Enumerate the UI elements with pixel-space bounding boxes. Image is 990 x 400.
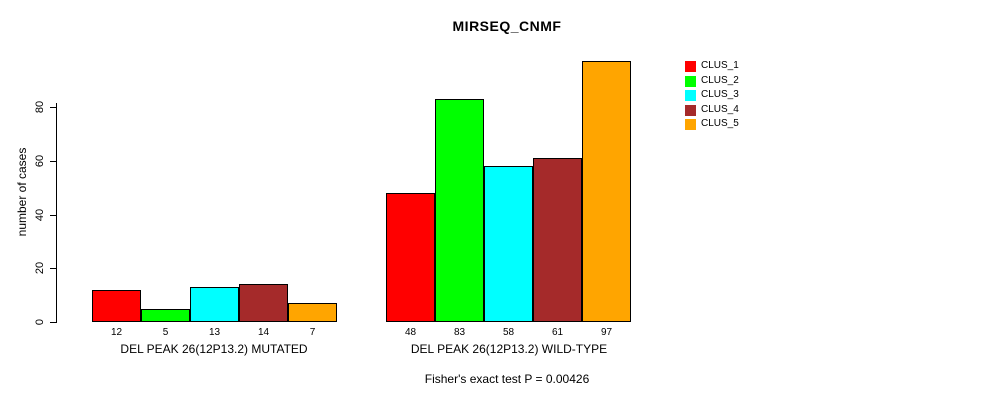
bar-value-clus-1-group1: 12 (110, 327, 123, 338)
legend-label-clus-2: CLUS_2 (701, 74, 739, 86)
y-tick-40 (50, 215, 56, 216)
bar-value-clus-4-group2: 61 (551, 327, 564, 338)
bar-value-clus-3-group2: 58 (502, 327, 515, 338)
bar-value-clus-2-group1: 5 (162, 327, 169, 338)
group-label-mutated: DEL PEAK 26(12P13.2) MUTATED (120, 342, 308, 356)
y-tick-label-60: 60 (34, 154, 46, 168)
bar-clus-1-group2 (386, 193, 435, 322)
bar-clus-5-group2 (582, 61, 631, 322)
y-tick-label-20: 20 (34, 261, 46, 275)
legend-swatch-clus-2 (685, 75, 696, 87)
bar-value-clus-1-group2: 48 (404, 327, 417, 338)
bar-clus-2-group1 (141, 309, 190, 322)
legend-swatch-clus-3 (685, 90, 696, 101)
y-tick-80 (50, 107, 56, 108)
bar-value-clus-5-group1: 7 (309, 327, 316, 338)
y-tick-0 (50, 322, 56, 323)
legend-swatch-clus-1 (685, 61, 696, 72)
group-label-wild-type: DEL PEAK 26(12P13.2) WILD-TYPE (410, 342, 608, 356)
bar-value-clus-4-group1: 14 (257, 327, 270, 338)
bar-clus-2-group2 (435, 99, 484, 322)
bar-clus-3-group1 (190, 287, 239, 322)
y-axis-title: number of cases (15, 147, 29, 237)
legend-label-clus-1: CLUS_1 (701, 60, 739, 71)
bar-value-clus-5-group2: 97 (600, 327, 613, 338)
chart-title: MIRSEQ_CNMF (452, 18, 562, 34)
bar-clus-4-group1 (239, 284, 288, 322)
bar-value-clus-3-group1: 13 (208, 327, 221, 338)
y-tick-label-80: 80 (34, 100, 46, 114)
y-tick-20 (50, 268, 56, 269)
fisher-test-annotation: Fisher's exact test P = 0.00426 (424, 372, 590, 386)
y-tick-60 (50, 161, 56, 162)
y-tick-label-0: 0 (34, 318, 46, 326)
bar-clus-5-group1 (288, 303, 337, 322)
y-axis-line (56, 103, 57, 323)
bar-clus-3-group2 (484, 166, 533, 322)
legend-swatch-clus-5 (685, 119, 696, 130)
bar-clus-1-group1 (92, 290, 141, 322)
legend-label-clus-5: CLUS_5 (701, 118, 739, 129)
bar-clus-4-group2 (533, 158, 582, 322)
y-tick-label-40: 40 (34, 208, 46, 222)
legend-label-clus-4: CLUS_4 (701, 103, 739, 115)
legend-label-clus-3: CLUS_3 (701, 89, 739, 100)
legend-swatch-clus-4 (685, 104, 696, 116)
bar-value-clus-2-group2: 83 (453, 327, 466, 338)
